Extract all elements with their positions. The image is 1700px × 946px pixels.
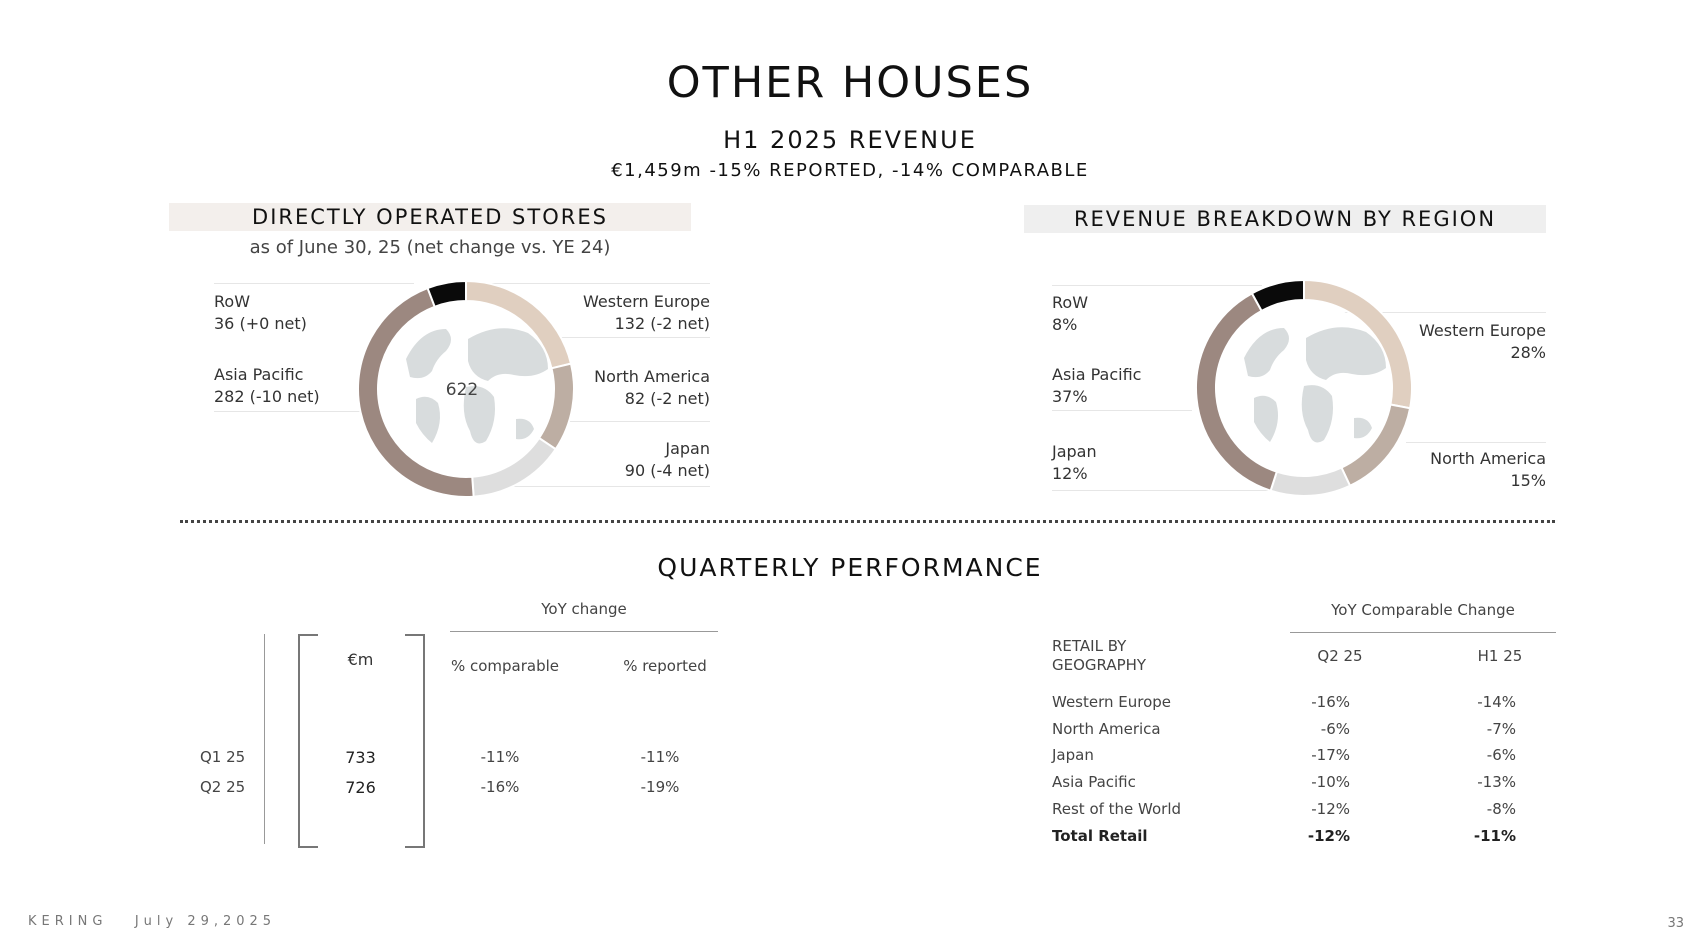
- stores-heading: DIRECTLY OPERATED STORES: [169, 203, 691, 231]
- row-q2-label: Q2 25: [200, 778, 246, 796]
- row-q1-label: Q1 25: [200, 748, 246, 766]
- donut-slice-row: [1250, 278, 1305, 313]
- retail-row-q2: -6%: [1320, 720, 1350, 738]
- row-q2-comp: -16%: [480, 778, 520, 796]
- quarterly-heading: QUARTERLY PERFORMANCE: [657, 553, 1043, 582]
- retail-total-name: Total Retail: [1052, 827, 1148, 845]
- region-label-na: North America 15%: [1430, 449, 1546, 490]
- stores-label-japan: Japan 90 (-4 net): [624, 439, 710, 480]
- row-q1-em: 733: [345, 748, 376, 767]
- region-donut-chart: [1195, 278, 1413, 497]
- stores-label-na: North America 82 (-2 net): [594, 367, 710, 408]
- col-comparable: % comparable: [450, 657, 560, 675]
- retail-row-name: Asia Pacific: [1052, 773, 1136, 791]
- footer: KERING July 29,2025: [28, 914, 276, 929]
- row-q2-rep: -19%: [640, 778, 680, 796]
- row-q1-comp: -11%: [480, 748, 520, 766]
- region-label-row: RoW 8%: [1052, 293, 1089, 334]
- col-em: €m: [347, 650, 374, 669]
- retail-row-h1: -6%: [1486, 746, 1516, 764]
- retail-geo-header: RETAIL BY GEOGRAPHY: [1052, 637, 1147, 674]
- donut-slice-row: [426, 279, 467, 309]
- retail-row-h1: -13%: [1477, 773, 1516, 791]
- region-label-japan: Japan 12%: [1052, 442, 1097, 483]
- revenue-summary: €1,459m -15% REPORTED, -14% COMPARABLE: [611, 160, 1089, 181]
- retail-row-h1: -7%: [1486, 720, 1516, 738]
- world-map-icon: [1218, 302, 1390, 474]
- page-title: OTHER HOUSES: [666, 58, 1034, 108]
- retail-total-h1: -11%: [1473, 827, 1516, 845]
- retail-row-q2: -17%: [1311, 746, 1350, 764]
- page-number: 33: [1667, 916, 1684, 931]
- footer-date: July 29,2025: [134, 914, 277, 929]
- yoy-change-label: YoY change: [541, 600, 627, 618]
- stores-label-row: RoW 36 (+0 net): [214, 292, 307, 333]
- col-h1-25: H1 25: [1477, 647, 1523, 665]
- stores-label-asia: Asia Pacific 282 (-10 net): [214, 365, 320, 406]
- row-q2-em: 726: [345, 778, 376, 797]
- stores-label-weu: Western Europe 132 (-2 net): [583, 292, 710, 333]
- region-label-weu: Western Europe 28%: [1419, 321, 1546, 362]
- region-label-asia: Asia Pacific 37%: [1052, 365, 1142, 406]
- stores-donut-chart: 622: [357, 279, 575, 498]
- retail-row-name: Rest of the World: [1052, 800, 1182, 818]
- col-reported: % reported: [623, 657, 707, 675]
- retail-row-name: North America: [1052, 720, 1161, 738]
- retail-total-q2: -12%: [1307, 827, 1350, 845]
- region-heading: REVENUE BREAKDOWN BY REGION: [1024, 205, 1546, 233]
- retail-row-name: Western Europe: [1052, 693, 1172, 711]
- retail-row-q2: -10%: [1311, 773, 1350, 791]
- stores-total-label: 622: [446, 380, 478, 400]
- retail-row-h1: -14%: [1477, 693, 1516, 711]
- retail-row-q2: -16%: [1311, 693, 1350, 711]
- retail-row-h1: -8%: [1486, 800, 1516, 818]
- revenue-subtitle: H1 2025 REVENUE: [723, 126, 977, 154]
- stores-note: as of June 30, 25 (net change vs. YE 24): [249, 237, 611, 258]
- retail-row-q2: -12%: [1311, 800, 1350, 818]
- retail-row-name: Japan: [1052, 746, 1094, 764]
- section-divider: [180, 520, 1555, 523]
- yoy-comparable-label: YoY Comparable Change: [1331, 601, 1515, 619]
- row-q1-rep: -11%: [640, 748, 680, 766]
- world-map-icon: [380, 303, 552, 475]
- col-q2-25: Q2 25: [1317, 647, 1363, 665]
- brand-logo: KERING: [28, 914, 108, 929]
